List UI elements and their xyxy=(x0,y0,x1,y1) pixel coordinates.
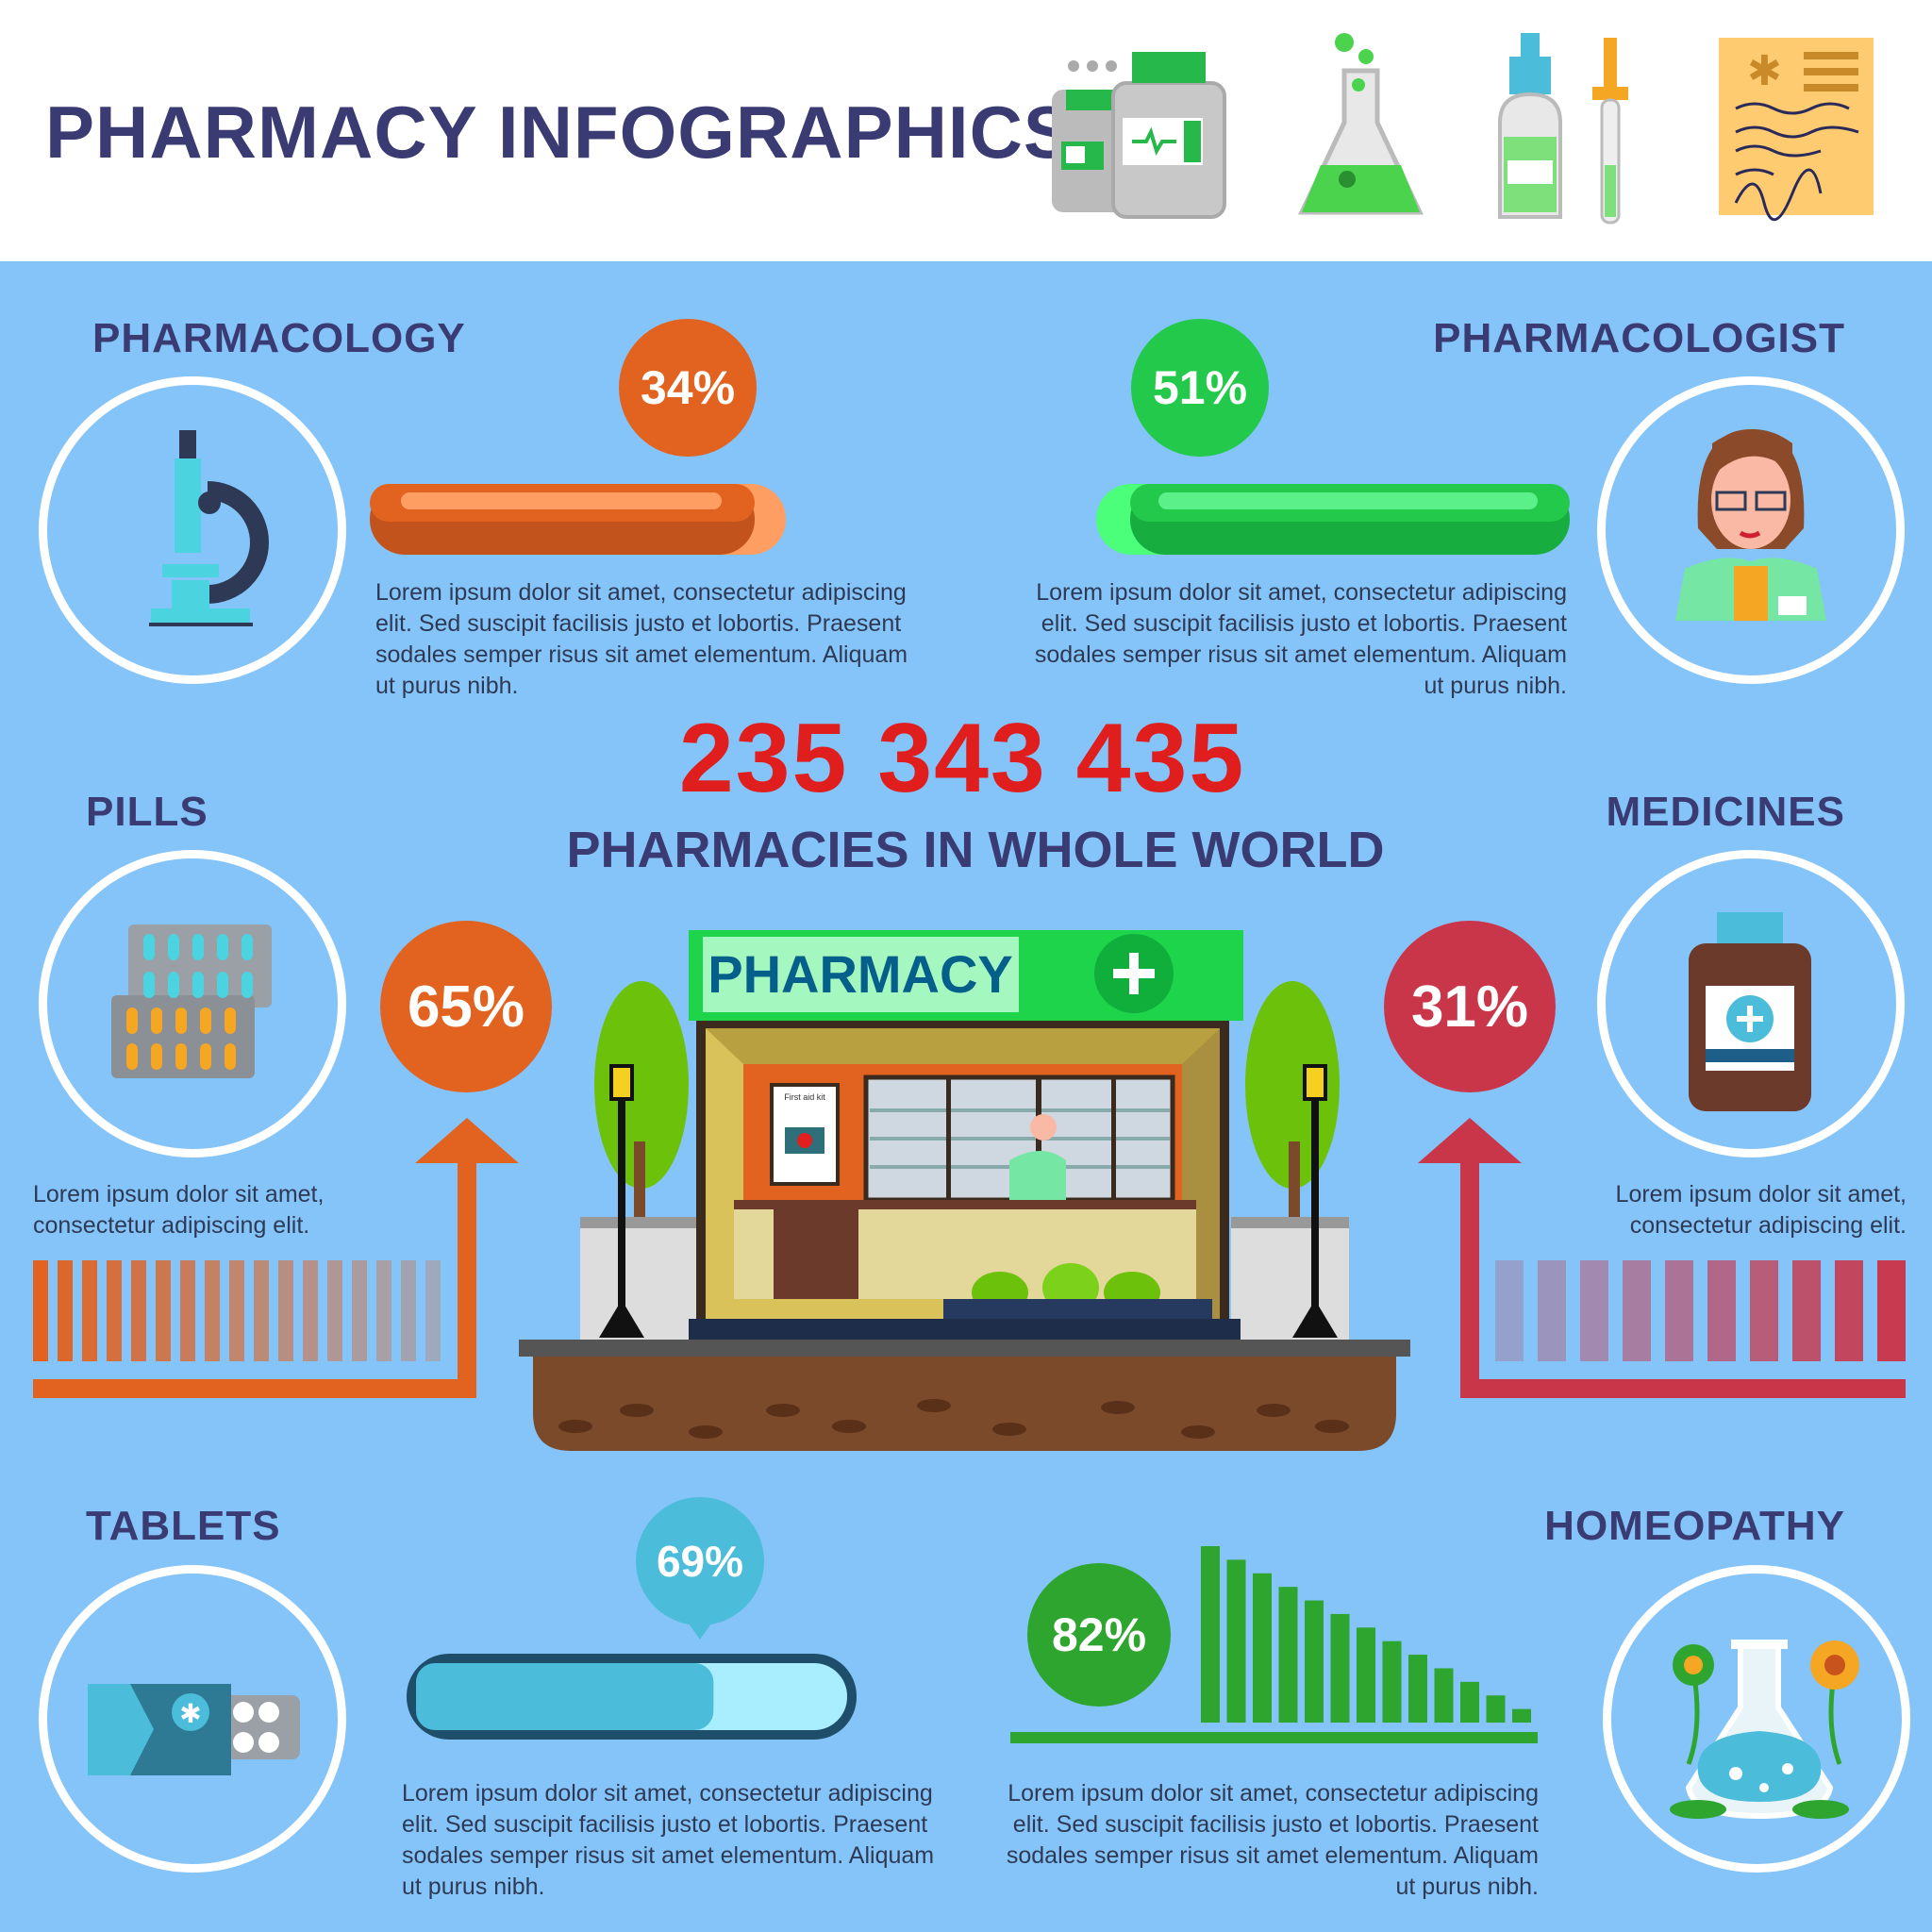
bar xyxy=(1253,1573,1272,1723)
description-homeopathy: Lorem ipsum dolor sit amet, consectetur … xyxy=(1006,1780,1539,1900)
bar xyxy=(1707,1260,1736,1361)
section-heading-medicines: MEDICINES xyxy=(1606,789,1845,835)
page-title: PHARMACY INFOGRAPHICS xyxy=(45,91,1074,174)
bar xyxy=(254,1260,269,1361)
bar xyxy=(1305,1600,1324,1723)
bar xyxy=(425,1260,441,1361)
description-medicines: Lorem ipsum dolor sit amet, consectetur … xyxy=(1615,1181,1907,1239)
pharmacy-sign: PHARMACY xyxy=(708,944,1013,1004)
percent-badge-homeopathy: 82% xyxy=(1027,1563,1171,1707)
section-heading-tablets: TABLETS xyxy=(86,1503,281,1549)
pharmacy-count-label: PHARMACIES IN WHOLE WORLD xyxy=(566,822,1385,878)
description-pills: Lorem ipsum dolor sit amet, consectetur … xyxy=(33,1181,325,1239)
section-heading-pills: PILLS xyxy=(86,789,208,835)
bar xyxy=(352,1260,367,1361)
bar xyxy=(205,1260,220,1361)
bar xyxy=(107,1260,122,1361)
bar xyxy=(1835,1260,1863,1361)
bar xyxy=(327,1260,342,1361)
bar xyxy=(1357,1627,1375,1723)
section-heading-pharmacology: PHARMACOLOGY xyxy=(92,315,466,361)
bar xyxy=(1792,1260,1821,1361)
bar xyxy=(1486,1695,1506,1723)
percent-badge-medicines: 31% xyxy=(1384,921,1556,1092)
bar xyxy=(1495,1260,1524,1361)
bar xyxy=(1623,1260,1651,1361)
bar xyxy=(1201,1546,1220,1723)
percent-badge-pills: 65% xyxy=(380,921,552,1092)
bar xyxy=(1750,1260,1778,1361)
bar xyxy=(278,1260,293,1361)
svg-text:✱: ✱ xyxy=(179,1698,201,1729)
bar xyxy=(131,1260,146,1361)
flask-icon xyxy=(1298,33,1424,215)
bar xyxy=(401,1260,416,1361)
bar xyxy=(1382,1641,1402,1723)
bar xyxy=(229,1260,244,1361)
bar xyxy=(1580,1260,1608,1361)
dropper-bottle-icon xyxy=(1498,33,1628,225)
section-heading-homeopathy: HOMEOPATHY xyxy=(1544,1503,1845,1549)
homeopathy-icon-ring xyxy=(1603,1565,1910,1873)
bar xyxy=(1512,1708,1531,1723)
tablets-icon-ring xyxy=(39,1565,346,1873)
progress-fill xyxy=(416,1663,714,1730)
description-tablets: Lorem ipsum dolor sit amet, consectetur … xyxy=(402,1780,935,1900)
bar xyxy=(1226,1559,1246,1723)
pharmacology-icon-ring xyxy=(39,376,346,684)
bar xyxy=(1330,1613,1350,1723)
pharmacy-count: 235 343 435 xyxy=(678,704,1246,813)
bar xyxy=(1278,1587,1298,1723)
bar xyxy=(180,1260,195,1361)
description-pharmacology: Lorem ipsum dolor sit amet, consectetur … xyxy=(375,579,908,699)
pharmacologist-icon-ring xyxy=(1597,376,1905,684)
bar xyxy=(1460,1681,1479,1723)
description-pharmacologist: Lorem ipsum dolor sit amet, consectetur … xyxy=(1034,579,1567,699)
bar xyxy=(156,1260,171,1361)
svg-text:✱: ✱ xyxy=(1747,47,1782,95)
poster-title: First aid kit xyxy=(784,1092,825,1102)
bar xyxy=(82,1260,97,1361)
bar xyxy=(303,1260,318,1361)
bar xyxy=(376,1260,391,1361)
percent-badge-pharmacology: 34% xyxy=(619,319,757,457)
bar xyxy=(33,1260,48,1361)
pills-icon-ring xyxy=(39,850,346,1158)
bar xyxy=(1538,1260,1566,1361)
percent-badge-pharmacologist: 51% xyxy=(1131,319,1269,457)
bar xyxy=(1434,1668,1454,1723)
bar xyxy=(58,1260,73,1361)
medicines-icon-ring xyxy=(1597,850,1905,1158)
pill-bottles-icon xyxy=(1052,52,1226,219)
bar xyxy=(1665,1260,1693,1361)
bar xyxy=(1877,1260,1906,1361)
baseline xyxy=(1010,1732,1538,1743)
prescription-icon: ✱ xyxy=(1719,38,1874,222)
bar xyxy=(1408,1655,1427,1723)
section-heading-pharmacologist: PHARMACOLOGIST xyxy=(1433,315,1845,361)
percent-badge-tablets: 69% xyxy=(656,1537,744,1586)
